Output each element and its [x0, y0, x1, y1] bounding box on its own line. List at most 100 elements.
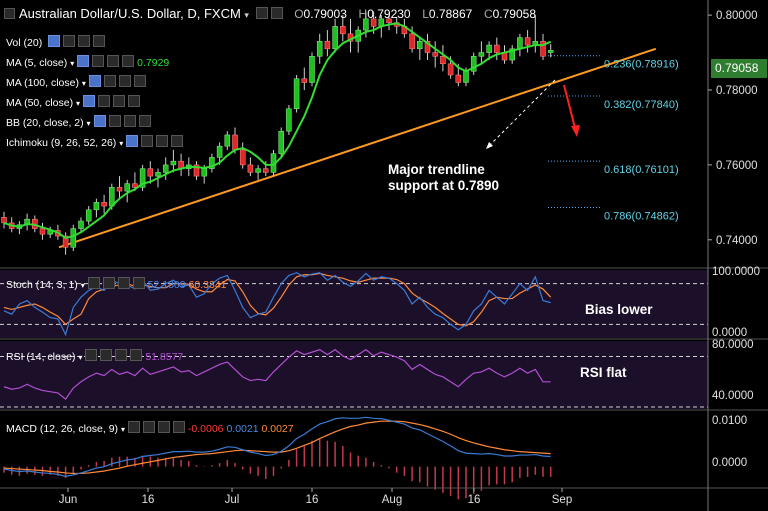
indicator-ichimoku[interactable]: Ichimoku (9, 26, 52, 26) ▾ [6, 135, 184, 149]
close-icon[interactable] [133, 75, 146, 87]
plus-icon[interactable] [123, 115, 136, 127]
rsi-annotation: RSI flat [580, 365, 627, 380]
gear-icon[interactable] [108, 115, 121, 127]
gear-icon[interactable] [103, 75, 116, 87]
plus-icon[interactable] [115, 349, 128, 361]
eye-icon[interactable] [88, 75, 101, 87]
candle-bearish [424, 41, 431, 53]
candle-bullish [316, 41, 323, 57]
close-icon[interactable] [171, 135, 184, 147]
close-icon[interactable] [93, 35, 106, 47]
candle-bullish [417, 41, 423, 50]
gear-icon[interactable] [63, 35, 76, 47]
indicator-bb[interactable]: BB (20, close, 2) ▾ [6, 115, 151, 129]
plus-icon[interactable] [117, 277, 130, 289]
dropdown-icon[interactable]: ▾ [80, 281, 85, 290]
macd-panel[interactable] [3, 416, 552, 500]
close-icon[interactable] [128, 95, 141, 107]
close-icon[interactable] [172, 421, 185, 433]
indicator-label: MA (5, close) [6, 57, 68, 69]
stoch-legend[interactable]: Stoch (14, 3, 1) ▾ 52.1809 60.3341 [6, 277, 227, 291]
y-tick-label: 0.76000 [716, 160, 758, 172]
plus-icon[interactable] [157, 421, 170, 433]
gear-icon[interactable] [98, 95, 111, 107]
dropdown-icon[interactable]: ▾ [120, 425, 125, 434]
candle-bullish [85, 209, 92, 222]
eye-icon[interactable] [85, 349, 98, 361]
dropdown-icon[interactable]: ▾ [78, 353, 83, 362]
plus-icon[interactable] [113, 95, 126, 107]
macd-line [3, 416, 551, 477]
indicator-vol[interactable]: Vol (20) [6, 35, 106, 49]
macd-signal-line [3, 420, 551, 475]
open-label: O [294, 7, 304, 21]
plus-icon[interactable] [78, 35, 91, 47]
trendline [58, 47, 657, 249]
trend-label-line2: support at 0.7890 [388, 178, 500, 193]
plus-icon[interactable] [107, 55, 120, 67]
chart-header: Australian Dollar/U.S. Dollar, D, FXCM ▾… [4, 6, 536, 21]
gear-icon[interactable] [92, 55, 105, 67]
close-value: 0.79058 [492, 7, 536, 21]
gear-icon[interactable] [142, 421, 155, 433]
eye-icon[interactable] [48, 35, 61, 47]
indicator-label: MA (50, close) [6, 97, 74, 109]
plus-icon[interactable] [118, 75, 131, 87]
candle-bullish [201, 168, 207, 177]
eye-icon[interactable] [77, 55, 90, 67]
rsi-label: RSI (14, close) [6, 351, 76, 363]
eye-icon[interactable] [93, 115, 106, 127]
candle-bullish [224, 134, 231, 147]
gear-icon[interactable] [100, 349, 113, 361]
candle-bullish [470, 56, 477, 72]
dropdown-icon[interactable]: ▾ [244, 10, 249, 20]
eye-icon[interactable] [87, 277, 100, 289]
eye-icon[interactable] [83, 95, 96, 107]
candle-bearish [540, 41, 546, 57]
close-icon[interactable] [132, 277, 145, 289]
subpanel-y-tick-label: 0.0000 [712, 457, 747, 469]
dropdown-icon[interactable]: ▾ [70, 59, 75, 68]
chart-title: Australian Dollar/U.S. Dollar, D, FXCM [19, 6, 241, 21]
candle-bearish [239, 149, 246, 166]
candle-bearish [324, 41, 331, 50]
low-label: L [422, 7, 429, 21]
price-panel[interactable]: 0.236(0.78916) 0.382(0.77840) 0.618(0.7610… [1, 11, 679, 255]
close-icon[interactable] [130, 349, 143, 361]
down-arrow-head [571, 125, 580, 137]
collapse-icon[interactable] [4, 8, 15, 19]
macd-value: 0.0021 [226, 423, 259, 435]
eye-icon[interactable] [127, 421, 140, 433]
dropdown-icon[interactable]: ▾ [119, 139, 124, 148]
dropdown-icon[interactable]: ▾ [86, 119, 91, 128]
x-tick-label: 16 [468, 494, 481, 506]
close-icon[interactable] [122, 55, 135, 67]
dropdown-icon[interactable]: ▾ [81, 79, 86, 88]
indicator-ma100[interactable]: MA (100, close) ▾ [6, 75, 146, 89]
candle-bearish [447, 63, 454, 76]
candle-bullish [162, 164, 169, 173]
candle-bearish [455, 74, 462, 83]
visibility-icon[interactable] [270, 7, 283, 19]
candle-bearish [39, 228, 46, 235]
indicator-ma50[interactable]: MA (50, close) ▾ [6, 95, 141, 109]
y-tick-label: 0.74000 [716, 235, 758, 247]
settings-icon[interactable] [255, 7, 268, 19]
eye-icon[interactable] [126, 135, 139, 147]
gear-icon[interactable] [141, 135, 154, 147]
macd-legend[interactable]: MACD (12, 26, close, 9) ▾ -0.0006 0.0021… [6, 421, 294, 435]
down-arrow-line [563, 84, 576, 129]
candle-bearish [232, 134, 238, 151]
x-tick-label: 16 [306, 494, 319, 506]
close-icon[interactable] [138, 115, 151, 127]
gear-icon[interactable] [102, 277, 115, 289]
candle-bearish [409, 33, 415, 50]
plus-icon[interactable] [156, 135, 169, 147]
candle-bearish [193, 164, 200, 177]
rsi-legend[interactable]: RSI (14, close) ▾ 51.8577 [6, 349, 183, 363]
indicator-ma5[interactable]: MA (5, close) ▾ 0.7929 [6, 55, 169, 69]
subpanel-y-tick-label: 0.0100 [712, 415, 747, 427]
candle-bearish [62, 235, 69, 248]
dropdown-icon[interactable]: ▾ [76, 99, 81, 108]
